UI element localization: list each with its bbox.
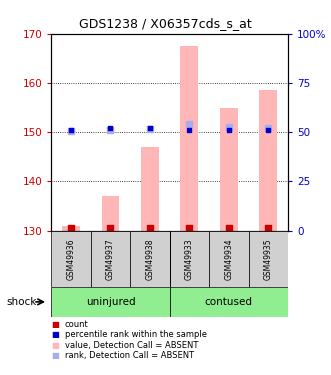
Point [69,225,74,231]
Text: ■: ■ [51,330,59,339]
Bar [260,90,277,231]
Text: uninjured: uninjured [86,297,135,307]
Bar [220,108,238,231]
Point [69,127,74,133]
Text: value, Detection Call = ABSENT: value, Detection Call = ABSENT [65,341,198,350]
Bar [209,231,249,287]
Text: ■: ■ [51,351,59,360]
Bar [130,231,169,287]
Point [147,126,153,132]
Point [108,125,113,131]
Bar [180,46,198,231]
Text: percentile rank within the sample: percentile rank within the sample [65,330,207,339]
Bar [141,147,159,231]
Text: GSM49934: GSM49934 [224,238,233,280]
Point [69,128,74,134]
Bar [51,287,169,317]
Text: GSM49936: GSM49936 [67,238,75,280]
Point [108,127,113,133]
Text: ■: ■ [51,320,59,329]
Text: GSM49933: GSM49933 [185,238,194,280]
Text: GSM49938: GSM49938 [145,238,155,279]
Text: GSM49935: GSM49935 [264,238,273,280]
Point [147,225,153,231]
Bar [91,231,130,287]
Bar [169,231,209,287]
Text: contused: contused [205,297,253,307]
Text: ■: ■ [51,341,59,350]
Text: GSM49937: GSM49937 [106,238,115,280]
Text: rank, Detection Call = ABSENT: rank, Detection Call = ABSENT [65,351,194,360]
Bar [102,196,119,231]
Bar [249,231,288,287]
Text: count: count [65,320,88,329]
Point [226,225,231,231]
Text: GDS1238 / X06357cds_s_at: GDS1238 / X06357cds_s_at [79,17,252,30]
Point [147,125,153,131]
Bar [169,287,288,317]
Point [187,127,192,133]
Bar [62,226,80,231]
Bar [51,231,91,287]
Point [265,125,271,131]
Point [187,122,192,128]
Point [187,225,192,231]
Point [226,124,231,130]
Text: shock: shock [7,297,37,307]
Point [226,127,231,133]
Point [265,225,271,231]
Point [265,127,271,133]
Point [108,225,113,231]
